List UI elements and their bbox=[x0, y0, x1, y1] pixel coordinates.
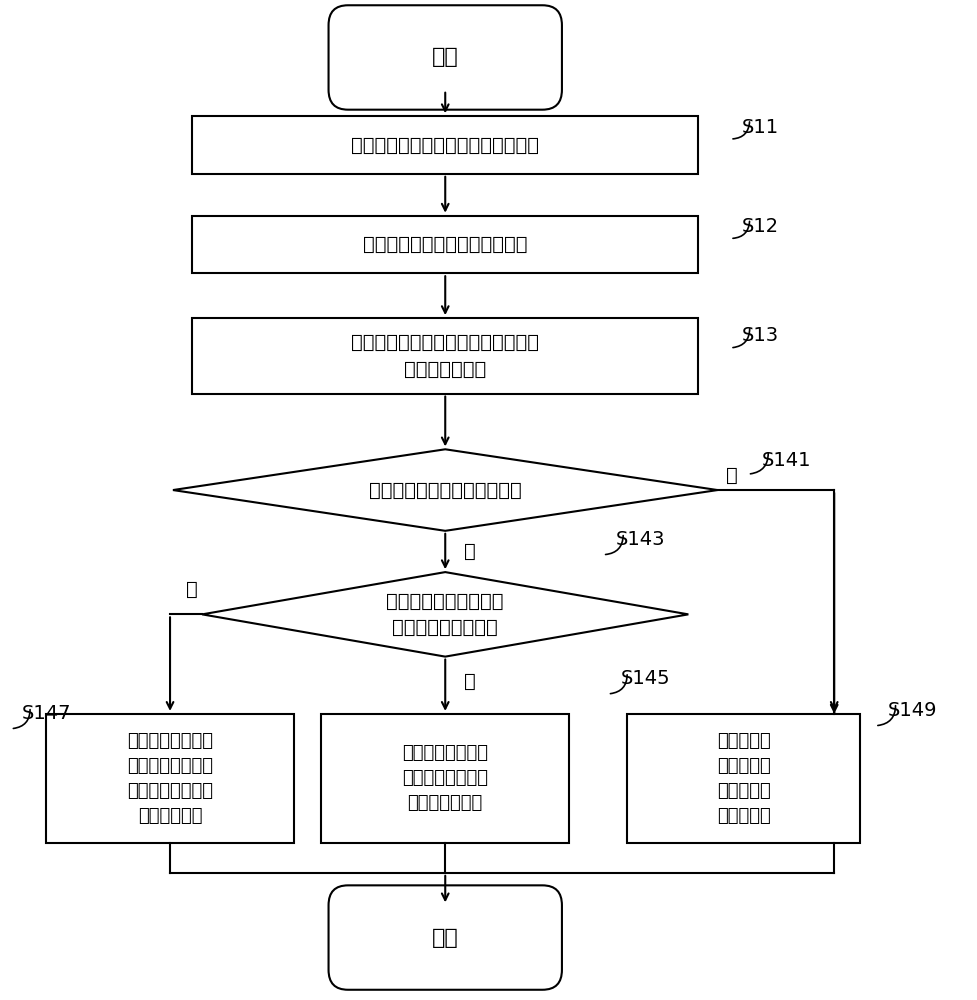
Text: 当前像素的颜色与关联
像素的颜色是否相同: 当前像素的颜色与关联 像素的颜色是否相同 bbox=[386, 592, 503, 637]
Bar bbox=[320, 714, 569, 843]
Text: 将色块图像划分成多个亮度分析区域: 将色块图像划分成多个亮度分析区域 bbox=[351, 135, 538, 154]
Text: 将所述关联像素的
显素值作为所述当
前像素的像素值: 将所述关联像素的 显素值作为所述当 前像素的像素值 bbox=[402, 744, 488, 812]
Text: S145: S145 bbox=[619, 670, 669, 688]
Text: 计算每个亮度分析区域的亮度值: 计算每个亮度分析区域的亮度值 bbox=[362, 235, 527, 254]
Bar bbox=[192, 116, 698, 174]
Text: 否: 否 bbox=[726, 466, 738, 485]
Bar bbox=[46, 714, 294, 843]
Polygon shape bbox=[202, 572, 688, 657]
Text: S147: S147 bbox=[22, 704, 71, 723]
Text: S11: S11 bbox=[742, 118, 778, 137]
Bar bbox=[192, 216, 698, 273]
Text: S12: S12 bbox=[742, 217, 778, 236]
Bar bbox=[626, 714, 860, 843]
Text: S149: S149 bbox=[887, 701, 936, 720]
Text: 结束: 结束 bbox=[432, 928, 458, 948]
Text: 是: 是 bbox=[463, 672, 475, 691]
Polygon shape bbox=[173, 449, 717, 531]
Text: S143: S143 bbox=[615, 530, 664, 549]
Bar bbox=[192, 318, 698, 394]
Text: 否: 否 bbox=[186, 580, 197, 599]
Text: 关联像素是否位于高亮区域内: 关联像素是否位于高亮区域内 bbox=[368, 481, 521, 500]
Text: S13: S13 bbox=[742, 326, 778, 345]
FancyBboxPatch shape bbox=[328, 5, 562, 110]
Text: 通过第二插
值算法计算
所述当前像
素的像素值: 通过第二插 值算法计算 所述当前像 素的像素值 bbox=[716, 732, 770, 825]
Text: 开始: 开始 bbox=[432, 47, 458, 67]
Text: 是: 是 bbox=[463, 542, 475, 561]
Text: 将亮度值符合条件的对应的亮度区域
归并为高亮区域: 将亮度值符合条件的对应的亮度区域 归并为高亮区域 bbox=[351, 333, 538, 379]
Text: 根据关联像素单元
的像素值通过第一
插值算法计算当前
像素的像素值: 根据关联像素单元 的像素值通过第一 插值算法计算当前 像素的像素值 bbox=[127, 732, 213, 825]
Text: S141: S141 bbox=[760, 451, 810, 470]
FancyBboxPatch shape bbox=[328, 885, 562, 990]
